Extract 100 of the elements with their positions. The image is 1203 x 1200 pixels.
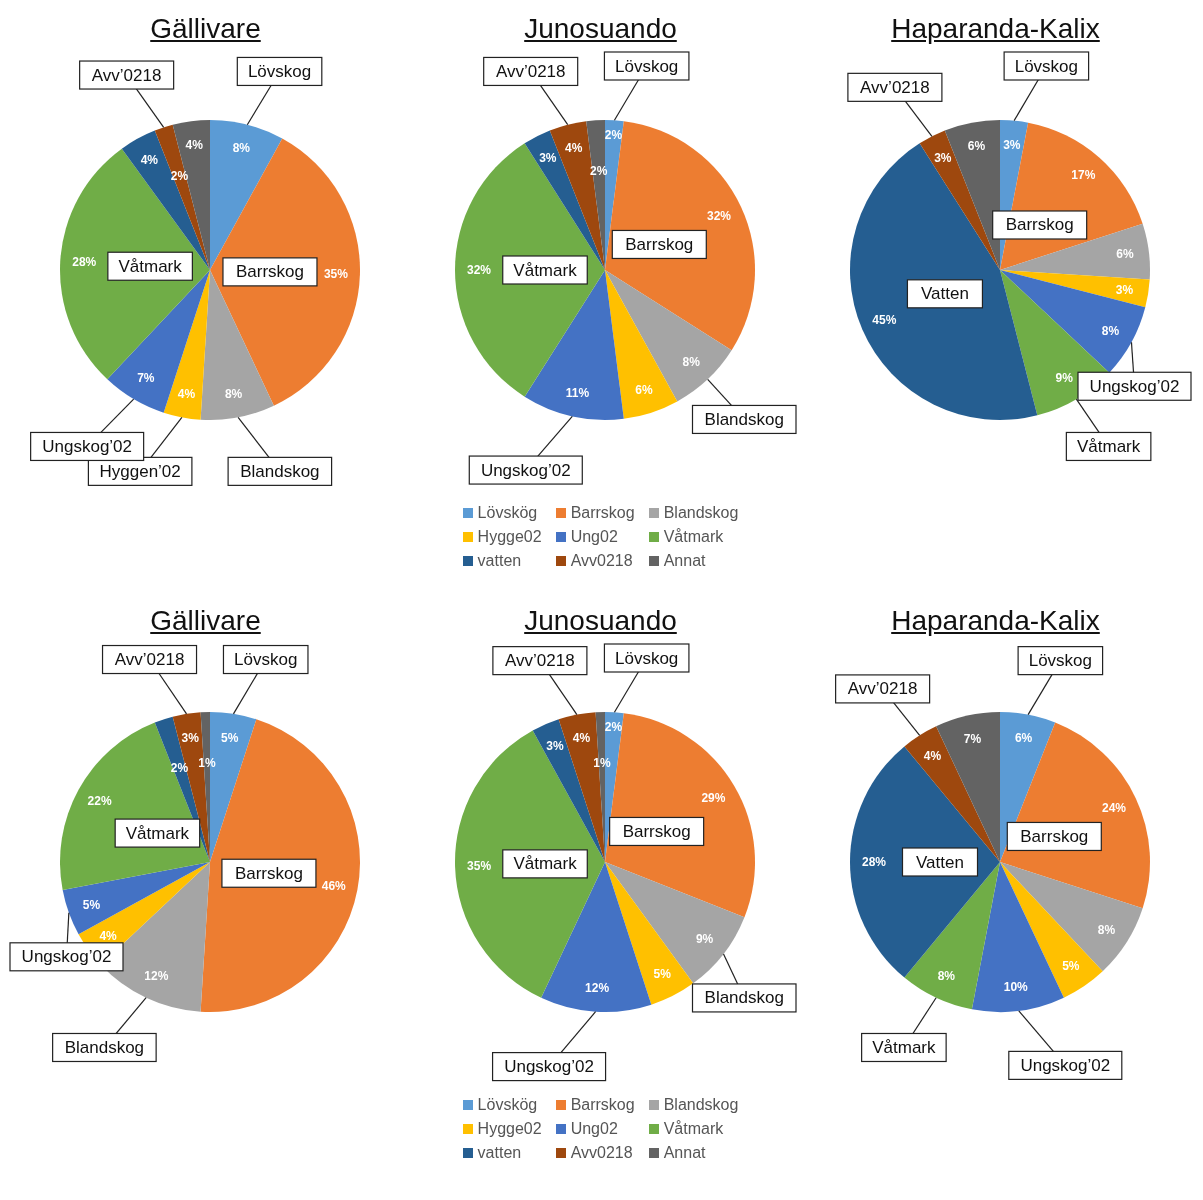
slice-label: Lövskog [247,61,312,81]
pie-slice [605,270,678,419]
slice-label: Våtmark [513,260,578,280]
data-label: 3% [539,150,557,165]
slice-label: Lövskog [234,650,298,670]
data-label: 6% [635,382,653,397]
data-label: 8% [937,969,956,984]
data-label: 12% [585,980,610,995]
data-label: 5% [221,730,239,745]
legend-label: vatten [477,552,522,570]
slice-label: Blandskog [240,461,320,481]
legend-label: vatten [477,1144,522,1162]
slice-label: Blandskog [704,409,784,429]
data-label: 6% [1014,731,1033,746]
pie-slice [1000,270,1146,373]
data-label: 12% [144,969,169,984]
data-label: 22% [87,794,112,809]
text: Lövskog [615,648,679,668]
slice-label: Barrskog [235,262,304,282]
data-label: 4% [185,137,204,152]
data-label: 35% [323,266,349,281]
slice-label: Ungskog’02 [42,436,133,456]
text: Avv’0218 [495,61,566,81]
chart-title: Junosuando [523,604,678,638]
data-label: 6% [1116,247,1135,262]
chart-title: Gällivare [149,604,262,638]
pie-slice [605,270,732,402]
chart-title: Junosuando [523,12,678,46]
slice-label: Barrskog [622,821,691,841]
slice-label: Hyggen’02 [99,461,181,481]
legend-label: Blandskog [663,1096,739,1114]
data-label: 4% [572,731,591,746]
legend-label: Annat [663,552,706,570]
slice-label: Vatten [920,284,969,304]
data-label: 8% [682,354,701,369]
legend-label: Ung02 [570,528,618,546]
slice-label: Vatten [916,852,964,872]
chart-title: Gällivare [149,12,262,46]
slice-label: Barrskog [234,863,303,883]
legend-label: Avv0218 [570,552,633,570]
data-label: 45% [872,313,897,328]
data-label: 5% [82,897,101,912]
legend-label: Hygge02 [477,528,542,546]
pie-slice [200,719,360,1012]
data-label: 4% [99,929,118,944]
data-label: 6% [967,139,986,154]
data-label: 46% [321,878,347,893]
data-label: 10% [1003,980,1029,995]
data-label: 8% [1101,323,1120,338]
text: Avv’0218 [505,651,575,671]
data-label: 32% [466,263,492,277]
slice-label: Våtmark [872,1037,937,1057]
legend-label: Lövskög [477,504,538,522]
slice-label: Ungskog’02 [21,947,112,967]
text: Ungskog’02 [480,460,571,480]
legend-label: Hygge02 [477,1120,542,1138]
data-label: 3% [1115,282,1134,297]
data-label: 24% [1101,801,1127,816]
legend-label: Våtmark [663,1120,724,1138]
data-label: 32% [706,209,732,224]
data-label: 28% [72,255,97,270]
slice-label: Avv’0218 [860,77,930,97]
data-label: 8% [232,140,251,155]
slice-label: Lövskog [1014,56,1079,76]
data-label: 11% [565,385,590,400]
slice-label: Våtmark [118,256,183,276]
pie-slice [455,143,605,397]
data-label: 5% [653,967,672,982]
legend-label: Våtmark [663,528,724,546]
data-label: 4% [177,386,196,401]
pie-slice [163,270,210,420]
legend-label: Annat [663,1144,706,1162]
chart-title: Haparanda-Kalix [890,12,1101,46]
slice-label: Ungskog’02 [1089,376,1180,396]
data-label: 9% [695,932,714,947]
text: Lövskog [615,56,679,76]
data-label: 9% [1055,371,1074,386]
legend-label: Lövskög [477,1096,538,1114]
legend-label: Ung02 [570,1120,618,1138]
text: Ungskog’02 [504,1057,594,1077]
data-label: 2% [604,720,623,735]
chart-title: Haparanda-Kalix [890,604,1101,638]
legend-label: Avv0218 [570,1144,633,1162]
pie-slice [1000,270,1150,308]
data-label: 7% [963,732,982,747]
slice-label: Våtmark [1076,436,1141,456]
data-label: 2% [604,128,623,143]
data-label: 4% [923,748,942,763]
data-label: 3% [1003,137,1021,152]
data-label: 3% [546,739,564,754]
data-label: 5% [1062,959,1080,974]
slice-label: Våtmark [513,854,578,874]
data-label: 2% [170,168,189,183]
data-label: 4% [140,152,159,167]
data-label: 3% [181,730,200,745]
data-label: 7% [137,371,155,386]
pie-slice [210,138,360,406]
legend-label: Barrskog [570,504,635,522]
slice-label: Ungskog’02 [1020,1055,1111,1075]
pie-slice [919,130,1000,270]
